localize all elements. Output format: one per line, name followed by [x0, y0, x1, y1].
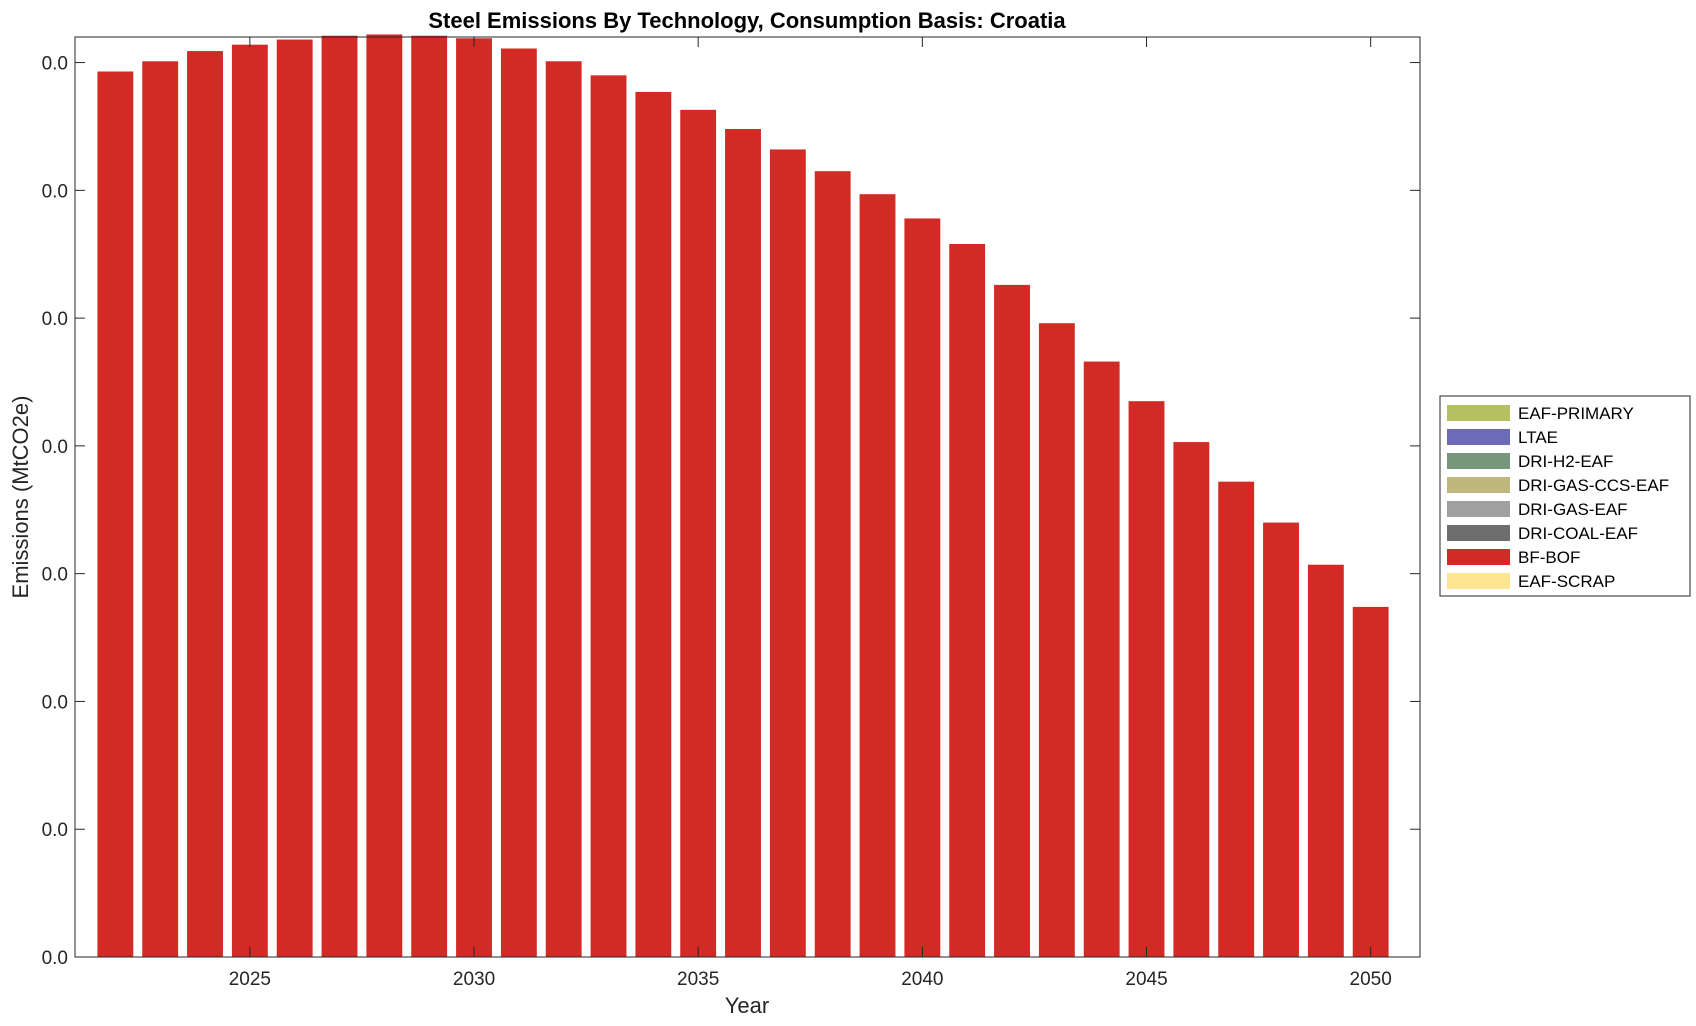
y-tick-label: 0.0: [42, 437, 68, 458]
bar-bf-bof-2039: [859, 194, 896, 958]
bar-bf-bof-2028: [366, 34, 403, 957]
legend-label-dri-gas-eaf: DRI-GAS-EAF: [1518, 500, 1628, 519]
bar-bf-bof-2046: [1173, 442, 1210, 957]
bar-bf-bof-2050: [1352, 606, 1389, 957]
x-tick-label: 2030: [453, 969, 495, 990]
legend: EAF-PRIMARY LTAE DRI-H2-EAF DRI-GAS-CCS-EAF…: [1439, 395, 1691, 597]
x-tick-label: 2040: [901, 969, 943, 990]
bar-bf-bof-2031: [500, 48, 537, 957]
legend-label-eaf-primary: EAF-PRIMARY: [1518, 404, 1634, 423]
bar-bf-bof-2043: [1038, 323, 1075, 958]
legend-swatch-dri-h2-eaf: [1447, 453, 1510, 469]
y-tick-label: 0.0: [42, 181, 68, 202]
y-tick-label: 0.0: [42, 309, 68, 330]
bar-bf-bof-2027: [321, 35, 358, 958]
x-tick-label: 2035: [677, 969, 719, 990]
legend-label-ltae: LTAE: [1518, 428, 1558, 447]
y-tick-label: 0.0: [42, 948, 68, 969]
x-axis-label: Year: [725, 993, 769, 1018]
y-tick-label: 0.0: [42, 54, 68, 75]
bar-bf-bof-2041: [949, 244, 986, 957]
y-axis-label: Emissions (MtCO2e): [8, 396, 33, 599]
legend-swatch-ltae: [1447, 429, 1510, 445]
y-tick-label: 0.0: [42, 565, 68, 586]
bar-bf-bof-2022: [97, 71, 134, 957]
bar-bf-bof-2035: [680, 109, 717, 957]
plot-frame: [74, 36, 1421, 958]
legend-swatch-bf-bof: [1447, 549, 1510, 565]
bar-bf-bof-2048: [1263, 522, 1299, 957]
legend-label-dri-h2-eaf: DRI-H2-EAF: [1518, 452, 1613, 471]
bar-bf-bof-2036: [725, 129, 761, 957]
bar-bf-bof-2042: [994, 284, 1030, 957]
y-tick-label: 0.0: [42, 820, 68, 841]
ticks-layer: 2025 2030 2035 2040 2045 2050 0.0 0.0 0.0 0.0 0.0 0…: [42, 37, 1420, 990]
bar-bf-bof-2033: [590, 75, 627, 957]
x-tick-label: 2045: [1125, 969, 1167, 990]
bar-bf-bof-2044: [1083, 361, 1120, 957]
bar-bf-bof-2034: [635, 91, 672, 957]
legend-label-bf-bof: BF-BOF: [1518, 548, 1580, 567]
y-tick-label: 0.0: [42, 692, 68, 713]
bar-bf-bof-2030: [456, 38, 492, 957]
bar-bf-bof-2032: [545, 61, 582, 957]
x-tick-label: 2050: [1350, 969, 1392, 990]
x-tick-label: 2025: [229, 969, 271, 990]
bar-bf-bof-2025: [231, 44, 268, 958]
legend-swatch-dri-coal-eaf: [1447, 525, 1510, 541]
bar-bf-bof-2023: [142, 61, 179, 957]
chart-title: Steel Emissions By Technology, Consumpti…: [428, 8, 1066, 33]
bars-layer: [97, 34, 1389, 958]
bar-bf-bof-2045: [1128, 401, 1165, 957]
legend-swatch-dri-gas-eaf: [1447, 501, 1510, 517]
bar-bf-bof-2037: [769, 149, 806, 957]
bar-bf-bof-2029: [411, 35, 448, 958]
legend-swatch-eaf-scrap: [1447, 573, 1510, 589]
legend-swatch-eaf-primary: [1447, 405, 1510, 421]
bar-bf-bof-2038: [814, 171, 851, 958]
legend-label-dri-gas-ccs-eaf: DRI-GAS-CCS-EAF: [1518, 476, 1669, 495]
bar-bf-bof-2047: [1218, 481, 1255, 957]
bar-bf-bof-2024: [187, 51, 223, 958]
bar-bf-bof-2049: [1307, 564, 1344, 957]
legend-label-dri-coal-eaf: DRI-COAL-EAF: [1518, 524, 1638, 543]
bar-bf-bof-2026: [276, 39, 313, 958]
legend-label-eaf-scrap: EAF-SCRAP: [1518, 572, 1615, 591]
bar-bf-bof-2040: [904, 218, 941, 957]
legend-swatch-dri-gas-ccs-eaf: [1447, 477, 1510, 493]
